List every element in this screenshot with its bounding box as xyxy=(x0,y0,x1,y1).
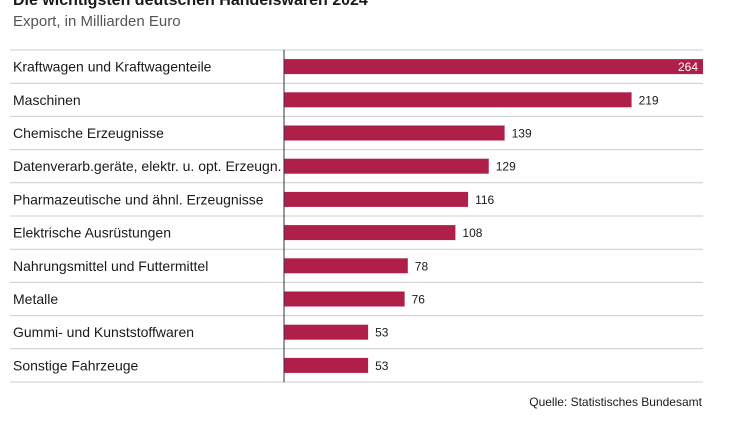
category-label: Pharmazeutische und ähnl. Erzeugnisse xyxy=(13,191,264,207)
category-label: Chemische Erzeugnisse xyxy=(13,125,164,141)
value-label: 116 xyxy=(475,193,494,207)
category-label: Sonstige Fahrzeuge xyxy=(13,357,139,373)
category-label: Nahrungsmittel und Futtermittel xyxy=(13,258,208,274)
category-label: Maschinen xyxy=(13,92,81,108)
bar xyxy=(284,158,489,174)
bar xyxy=(284,291,405,307)
bar xyxy=(284,92,632,108)
bar xyxy=(284,324,369,340)
source-note: Quelle: Statistisches Bundesamt xyxy=(529,395,702,409)
category-label: Metalle xyxy=(13,291,58,307)
value-label: 108 xyxy=(462,226,482,240)
bar xyxy=(284,225,456,241)
chart-subtitle: Export, in Milliarden Euro xyxy=(13,13,181,30)
value-label: 139 xyxy=(512,127,532,141)
bar xyxy=(284,125,505,141)
value-label: 53 xyxy=(375,326,389,340)
category-label: Elektrische Ausrüstungen xyxy=(13,225,171,241)
bar xyxy=(284,59,703,75)
value-label: 129 xyxy=(496,160,516,174)
bar xyxy=(284,357,369,373)
category-label: Datenverarb.geräte, elektr. u. opt. Erze… xyxy=(13,158,282,174)
value-label: 76 xyxy=(412,293,426,307)
value-label: 264 xyxy=(678,60,698,74)
value-label: 219 xyxy=(639,93,659,107)
category-label: Kraftwagen und Kraftwagenteile xyxy=(13,59,212,75)
value-label: 78 xyxy=(415,259,429,273)
chart-title: Die wichtigsten deutschen Handelswaren 2… xyxy=(13,0,368,9)
value-label: 53 xyxy=(375,359,389,373)
category-label: Gummi- und Kunststoffwaren xyxy=(13,324,194,340)
bar xyxy=(284,191,469,207)
bar xyxy=(284,258,408,274)
